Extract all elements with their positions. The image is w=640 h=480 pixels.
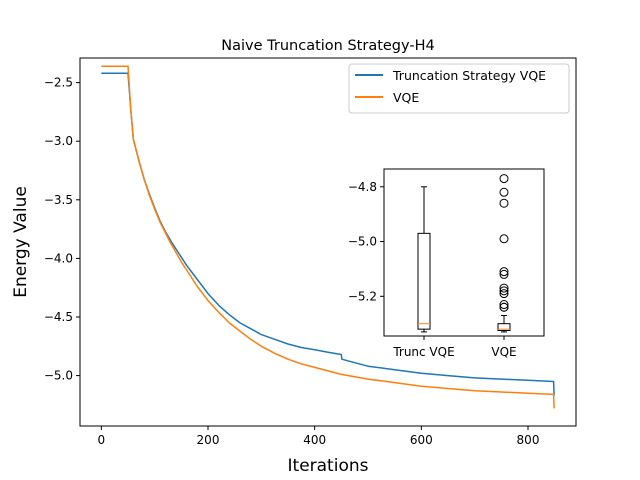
x-tick-label: 800 — [517, 433, 540, 447]
box-0 — [417, 186, 431, 333]
box-outlier — [499, 286, 509, 296]
box-outlier — [499, 174, 509, 184]
legend-label-truncation-vqe: Truncation Strategy VQE — [392, 68, 546, 83]
main-y-ticks: −2.5 −3.0 −3.5 −4.0 −4.5 −5.0 — [44, 76, 80, 383]
y-tick-label: −4.5 — [44, 310, 73, 324]
inset-x-ticks: Trunc VQE VQE — [392, 336, 517, 359]
inset-boxes-group — [417, 174, 511, 333]
x-axis-label: Iterations — [288, 456, 369, 476]
chart-title: Naive Truncation Strategy-H4 — [221, 38, 434, 54]
y-axis-label: Energy Value — [11, 186, 31, 298]
inset-boxplot: −4.8 −5.0 −5.2 Trunc VQE VQE — [348, 168, 545, 359]
box-outlier — [499, 283, 509, 293]
inset-x-tick-label: VQE — [491, 345, 516, 359]
legend: Truncation Strategy VQE VQE — [348, 63, 570, 114]
inset-y-tick-label: −4.8 — [348, 180, 377, 194]
inset-x-tick-label: Trunc VQE — [392, 345, 454, 359]
box-outlier — [499, 289, 509, 299]
box-outlier — [499, 300, 509, 310]
y-tick-label: −2.5 — [44, 76, 73, 90]
legend-label-vqe: VQE — [393, 90, 419, 105]
main-x-ticks: 0 200 400 600 800 — [98, 426, 540, 447]
box-outlier — [499, 198, 509, 208]
box-outlier — [499, 234, 509, 244]
x-tick-label: 200 — [197, 433, 220, 447]
inset-y-tick-label: −5.2 — [348, 289, 377, 303]
inset-y-tick-label: −5.0 — [348, 235, 377, 249]
main-series-group — [101, 65, 555, 409]
y-tick-label: −3.5 — [44, 193, 73, 207]
y-tick-label: −5.0 — [44, 369, 73, 383]
main-axes-frame — [79, 57, 577, 427]
x-tick-label: 0 — [98, 433, 106, 447]
x-tick-label: 400 — [303, 433, 326, 447]
x-tick-label: 600 — [410, 433, 433, 447]
box-outlier — [499, 269, 509, 279]
box-iqr — [417, 232, 431, 330]
series-line-1 — [101, 65, 555, 409]
box-outlier — [499, 187, 509, 197]
box-iqr — [497, 323, 511, 332]
inset-axes-frame — [383, 168, 545, 337]
inset-background — [384, 169, 544, 336]
box-outlier — [499, 267, 509, 277]
inset-y-ticks: −4.8 −5.0 −5.2 — [348, 180, 384, 303]
y-tick-label: −3.0 — [44, 134, 73, 148]
box-outlier — [499, 302, 509, 312]
box-1 — [497, 174, 511, 333]
legend-box — [348, 63, 570, 114]
y-tick-label: −4.0 — [44, 251, 73, 265]
